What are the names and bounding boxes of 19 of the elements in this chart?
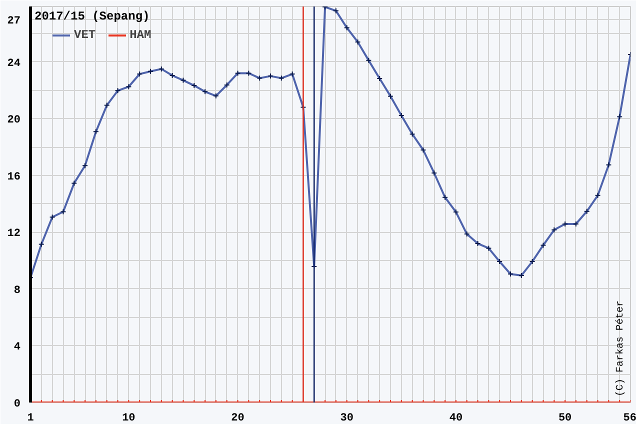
y-tick-label: 27	[7, 15, 20, 28]
chart-title: 2017/15 (Sepang)	[34, 10, 150, 24]
y-tick-label: 0	[14, 398, 21, 410]
x-tick-label: 10	[122, 412, 136, 424]
x-tick-label: 20	[231, 412, 244, 424]
y-tick-label: 8	[14, 284, 21, 297]
y-tick-label: 4	[14, 342, 21, 354]
x-tick-label: 50	[558, 412, 572, 424]
x-tick-label: 1	[27, 412, 34, 424]
x-tick-label: 40	[449, 412, 463, 424]
legend-label: VET	[74, 28, 96, 42]
y-tick-label: 24	[7, 58, 21, 70]
annotation: (C) Farkas Péter	[614, 300, 626, 396]
y-tick-label: 16	[7, 171, 20, 184]
x-tick-label: 30	[340, 412, 354, 424]
legend-label: HAM	[130, 28, 152, 42]
x-tick-label: 56	[623, 412, 636, 424]
y-tick-label: 12	[7, 228, 20, 240]
y-tick-label: 20	[7, 114, 20, 127]
